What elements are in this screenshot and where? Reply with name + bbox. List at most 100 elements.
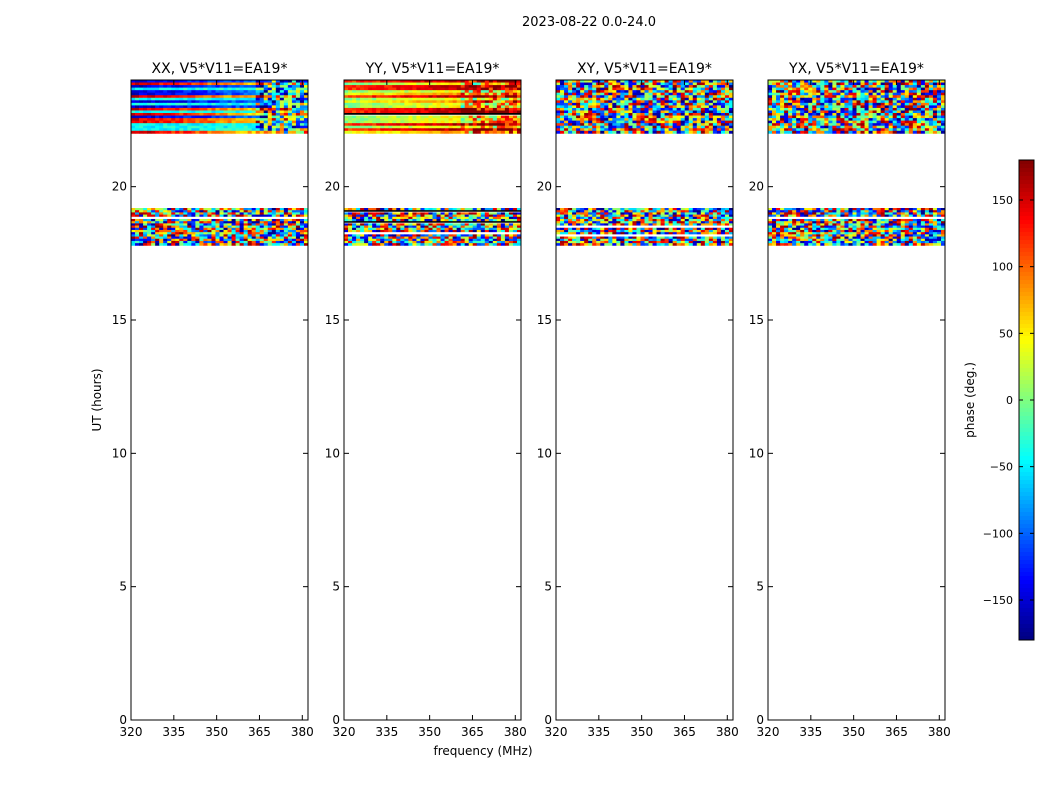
heatmap-cell	[628, 212, 633, 215]
heatmap-cell	[480, 225, 486, 229]
heatmap-cell	[464, 87, 470, 91]
heatmap-cell	[792, 85, 797, 89]
heatmap-cell	[932, 85, 938, 89]
heatmap-cell	[640, 102, 645, 106]
heatmap-cell	[271, 223, 277, 226]
heatmap-cell	[416, 102, 421, 106]
heatmap-cell	[716, 123, 722, 127]
heatmap-cell	[380, 236, 385, 240]
heatmap-cell	[199, 92, 204, 96]
heatmap-cell	[183, 125, 188, 129]
heatmap-cell	[460, 128, 466, 132]
heatmap-cell	[416, 115, 421, 119]
heatmap-cell	[299, 227, 305, 231]
heatmap-cell	[287, 223, 293, 226]
heatmap-cell	[356, 95, 361, 99]
heatmap-cell	[151, 120, 156, 124]
heatmap-cell	[456, 105, 462, 109]
heatmap-cell	[388, 216, 393, 220]
heatmap-cell	[472, 238, 478, 242]
heatmap-cell	[668, 107, 674, 111]
heatmap-cell	[492, 218, 498, 222]
heatmap-cell	[700, 210, 706, 213]
heatmap-cell	[608, 90, 613, 94]
heatmap-cell	[279, 225, 285, 229]
heatmap-cell	[564, 130, 569, 134]
heatmap-cell	[303, 123, 309, 127]
heatmap-cell	[163, 236, 168, 240]
heatmap-cell	[392, 125, 397, 129]
heatmap-cell	[516, 82, 522, 86]
heatmap-cell	[259, 105, 265, 109]
heatmap-cell	[159, 208, 164, 211]
heatmap-cell	[299, 118, 305, 122]
heatmap-cell	[239, 115, 245, 119]
heatmap-cell	[584, 208, 589, 211]
heatmap-cell	[239, 118, 245, 122]
heatmap-cell	[287, 82, 293, 86]
heatmap-cell	[344, 236, 349, 240]
heatmap-cell	[171, 208, 176, 211]
heatmap-cell	[303, 243, 309, 246]
heatmap-cell	[287, 105, 293, 109]
heatmap-cell	[644, 97, 649, 101]
heatmap-cell	[640, 128, 645, 132]
heatmap-cell	[263, 100, 269, 104]
heatmap-cell	[243, 90, 249, 94]
heatmap-cell	[295, 118, 301, 122]
heatmap-cell	[612, 107, 617, 111]
heatmap-cell	[604, 97, 609, 101]
y-tick-label: 15	[112, 313, 127, 327]
heatmap-cell	[476, 208, 482, 211]
heatmap-cell	[708, 85, 714, 89]
heatmap-cell	[440, 130, 445, 134]
heatmap-cell	[676, 105, 682, 109]
heatmap-cell	[372, 227, 377, 231]
heatmap-cell	[568, 90, 573, 94]
heatmap-cell	[348, 87, 353, 91]
heatmap-cell	[147, 234, 152, 237]
heatmap-cell	[376, 107, 381, 111]
heatmap-cell	[484, 102, 490, 106]
heatmap-cell	[676, 130, 682, 134]
heatmap-cell	[420, 85, 425, 89]
heatmap-cell	[191, 234, 196, 237]
heatmap-cell	[624, 107, 629, 111]
heatmap-cell	[688, 214, 694, 218]
heatmap-cell	[508, 120, 514, 124]
heatmap-cell	[692, 82, 698, 86]
heatmap-cell	[287, 97, 293, 101]
heatmap-cell	[556, 238, 561, 242]
heatmap-cell	[303, 92, 309, 96]
heatmap-cell	[676, 107, 682, 111]
heatmap-cell	[576, 223, 581, 226]
heatmap-cell	[179, 232, 184, 235]
heatmap-cell	[664, 243, 670, 246]
heatmap-cell	[279, 102, 285, 106]
heatmap-cell	[728, 130, 734, 134]
heatmap-cell	[372, 236, 377, 240]
heatmap-cell	[464, 125, 470, 129]
y-tick-label: 5	[332, 580, 340, 594]
heatmap-cell	[199, 115, 204, 119]
heatmap-cell	[460, 95, 466, 99]
heatmap-cell	[291, 218, 297, 222]
heatmap-cell	[664, 123, 670, 127]
heatmap-cell	[620, 212, 625, 215]
heatmap-cell	[231, 97, 236, 101]
heatmap-cell	[604, 208, 609, 211]
heatmap-cell	[624, 125, 629, 129]
heatmap-cell	[384, 105, 389, 109]
heatmap-cell	[720, 214, 726, 218]
heatmap-cell	[484, 110, 490, 114]
heatmap-cell	[780, 80, 785, 83]
heatmap-cell	[768, 80, 773, 83]
heatmap-cell	[804, 85, 809, 89]
heatmap-cell	[684, 218, 690, 222]
heatmap-cell	[464, 118, 470, 122]
heatmap-cell	[279, 107, 285, 111]
heatmap-cell	[436, 105, 441, 109]
heatmap-cell	[263, 123, 269, 127]
heatmap-cell	[396, 87, 401, 91]
heatmap-cell	[251, 212, 257, 215]
